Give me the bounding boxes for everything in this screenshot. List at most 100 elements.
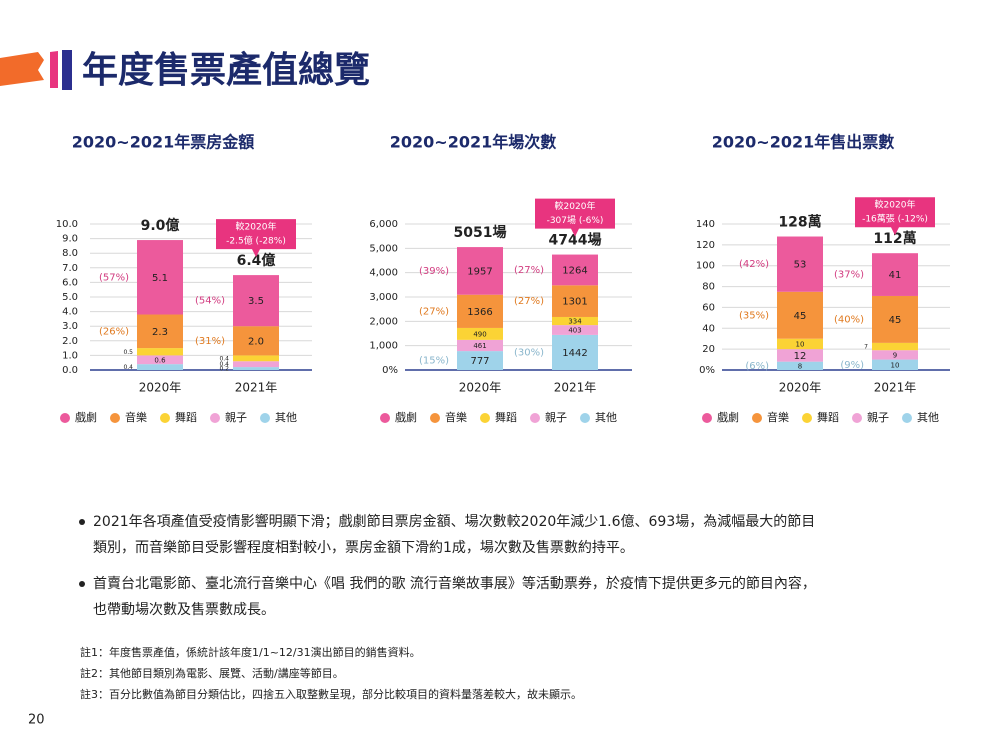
legend-label: 舞蹈 bbox=[495, 411, 517, 424]
x-tick-label: 2020年 bbox=[779, 381, 822, 395]
bar-segment bbox=[872, 342, 918, 351]
legend-label: 音樂 bbox=[767, 410, 789, 424]
x-tick-label: 2021年 bbox=[874, 381, 917, 395]
page-title: 年度售票產值總覽 bbox=[82, 50, 370, 91]
legend-swatch bbox=[702, 413, 712, 423]
percent-label: (30%) bbox=[514, 347, 544, 358]
percent-label: (27%) bbox=[419, 306, 449, 317]
bar-segment bbox=[457, 247, 503, 295]
callout-text: 較2020年 bbox=[875, 199, 916, 211]
percent-label: (37%) bbox=[834, 270, 864, 281]
bar-segment bbox=[552, 285, 598, 317]
value-label: 1366 bbox=[467, 307, 492, 318]
total-label: 6.4億 bbox=[237, 252, 276, 269]
bar-segment bbox=[872, 359, 918, 370]
bar-segment bbox=[552, 325, 598, 335]
bullet-dot bbox=[79, 581, 85, 587]
legend-label: 舞蹈 bbox=[175, 411, 197, 424]
y-tick-label: 120 bbox=[696, 240, 715, 251]
y-tick-label: 0% bbox=[699, 365, 715, 376]
callout-text: -307場 (-6%) bbox=[547, 214, 604, 226]
percent-label: (40%) bbox=[834, 314, 864, 325]
legend-swatch bbox=[160, 413, 170, 423]
legend-label: 其他 bbox=[595, 411, 617, 424]
legend-swatch bbox=[530, 413, 540, 423]
legend-swatch bbox=[260, 413, 270, 423]
x-tick-label: 2021年 bbox=[554, 381, 597, 395]
value-label: 1264 bbox=[562, 265, 587, 276]
x-tick-label: 2020年 bbox=[139, 381, 182, 395]
bullet-text: 2021年各項產值受疫情影響明顯下滑；戲劇節目票房金額、場次數較2020年減少1… bbox=[93, 513, 815, 530]
total-label: 4744場 bbox=[549, 232, 602, 249]
callout-box bbox=[535, 198, 615, 237]
y-tick-label: 2,000 bbox=[369, 316, 398, 327]
legend-label: 舞蹈 bbox=[817, 411, 839, 424]
value-label: 0.4 bbox=[219, 361, 229, 368]
bar-segment bbox=[233, 355, 279, 362]
value-label: 5.1 bbox=[152, 273, 168, 284]
value-label: 10 bbox=[796, 340, 805, 348]
value-label: 3.5 bbox=[248, 296, 264, 307]
bullet-dot bbox=[79, 519, 85, 525]
legend-label: 音樂 bbox=[125, 410, 147, 424]
bar-segment bbox=[457, 339, 503, 352]
bar-segment bbox=[777, 349, 823, 362]
legend-swatch bbox=[380, 413, 390, 423]
y-tick-label: 80 bbox=[702, 282, 715, 293]
value-label: 0.4 bbox=[219, 355, 229, 362]
value-label: 0.6 bbox=[154, 356, 166, 364]
percent-label: (31%) bbox=[195, 336, 225, 347]
value-label: 10 bbox=[891, 361, 900, 369]
callout-text: -2.5億 (-28%) bbox=[226, 235, 286, 247]
bar-segment bbox=[777, 361, 823, 370]
value-label: 45 bbox=[794, 311, 807, 322]
value-label: 461 bbox=[473, 342, 486, 350]
callout-text: 較2020年 bbox=[555, 200, 596, 212]
bar-segment bbox=[233, 361, 279, 368]
callout-text: -16萬張 (-12%) bbox=[862, 213, 928, 225]
value-label: 0.2 bbox=[219, 366, 229, 373]
y-tick-label: 40 bbox=[702, 323, 715, 334]
value-label: 334 bbox=[568, 318, 582, 326]
y-tick-label: 2.0 bbox=[62, 336, 78, 347]
percent-label: (15%) bbox=[419, 356, 449, 367]
bar-segment bbox=[872, 350, 918, 360]
percent-label: (27%) bbox=[514, 265, 544, 276]
header-stripe bbox=[62, 50, 72, 90]
bar-segment bbox=[233, 367, 279, 370]
value-label: 0.4 bbox=[123, 364, 133, 371]
y-tick-label: 100 bbox=[696, 261, 715, 272]
y-tick-label: 4.0 bbox=[62, 307, 78, 318]
legend-swatch bbox=[110, 413, 120, 423]
percent-label: (54%) bbox=[195, 296, 225, 307]
y-tick-label: 8.0 bbox=[62, 248, 78, 259]
y-tick-label: 0% bbox=[382, 365, 398, 376]
percent-label: (27%) bbox=[514, 296, 544, 307]
y-tick-label: 1,000 bbox=[369, 341, 398, 352]
chart-title: 2020~2021年售出票數 bbox=[712, 133, 894, 152]
value-label: 53 bbox=[794, 260, 807, 271]
legend-label: 音樂 bbox=[445, 410, 467, 424]
bar-segment bbox=[137, 355, 183, 365]
value-label: 2.0 bbox=[248, 336, 264, 347]
bar-segment bbox=[137, 314, 183, 349]
value-label: 777 bbox=[470, 356, 489, 367]
y-tick-label: 6.0 bbox=[62, 277, 78, 288]
chart-title: 2020~2021年票房金額 bbox=[72, 133, 254, 152]
legend-swatch bbox=[752, 413, 762, 423]
bullet-text: 首賣台北電影節、臺北流行音樂中心《唱 我們的歌 流行音樂故事展》等活動票券，於疫… bbox=[93, 575, 816, 592]
total-label: 5051場 bbox=[454, 224, 507, 241]
y-tick-label: 60 bbox=[702, 302, 715, 313]
bar-segment bbox=[137, 348, 183, 356]
bar-segment bbox=[872, 253, 918, 296]
callout-box bbox=[216, 219, 296, 258]
legend-swatch bbox=[210, 413, 220, 423]
legend-swatch bbox=[852, 413, 862, 423]
percent-label: (35%) bbox=[739, 310, 769, 321]
percent-label: (26%) bbox=[99, 326, 129, 337]
legend-label: 戲劇 bbox=[717, 410, 739, 424]
bullet-text: 也帶動場次數及售票數成長。 bbox=[93, 602, 275, 618]
percent-label: (9%) bbox=[840, 360, 864, 371]
note: 註3：百分比數值為節目分類估比，四捨五入取整數呈現，部分比較項目的資料量落差較大… bbox=[80, 687, 582, 701]
